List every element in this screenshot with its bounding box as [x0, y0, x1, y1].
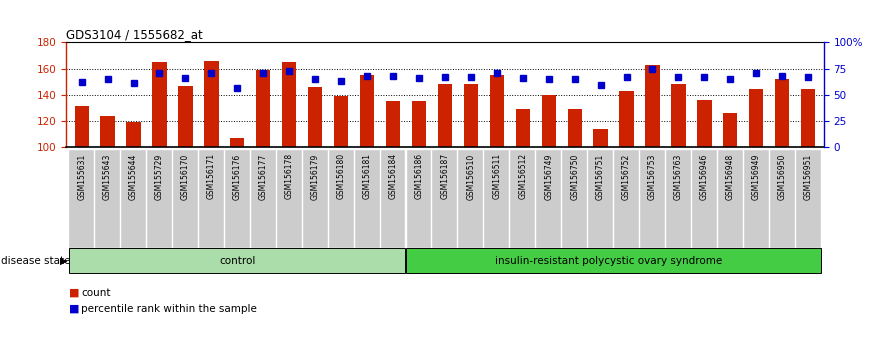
Bar [411, 101, 426, 147]
Bar [360, 75, 374, 147]
Bar [562, 150, 587, 248]
Text: GSM156171: GSM156171 [207, 153, 216, 200]
Text: GSM156749: GSM156749 [544, 153, 553, 200]
Bar [282, 62, 296, 147]
Text: GSM156186: GSM156186 [414, 153, 424, 200]
Bar [775, 79, 789, 147]
Bar [406, 248, 821, 273]
Bar [515, 109, 529, 147]
Bar [718, 150, 743, 248]
Bar [619, 91, 633, 147]
Bar [381, 150, 405, 248]
Bar [438, 84, 452, 147]
Text: control: control [218, 256, 255, 266]
Bar [277, 150, 301, 248]
Bar [329, 150, 353, 248]
Text: GSM155643: GSM155643 [103, 153, 112, 200]
Text: GSM156753: GSM156753 [648, 153, 657, 200]
Text: GDS3104 / 1555682_at: GDS3104 / 1555682_at [66, 28, 203, 41]
Bar [147, 150, 172, 248]
Text: GSM156948: GSM156948 [726, 153, 735, 200]
Text: ■: ■ [69, 288, 79, 298]
Text: GSM155729: GSM155729 [155, 153, 164, 200]
Bar [126, 122, 141, 147]
Bar [152, 62, 167, 147]
Text: disease state: disease state [1, 256, 70, 266]
Bar [173, 150, 198, 248]
Text: GSM156763: GSM156763 [674, 153, 683, 200]
Text: ▶: ▶ [60, 256, 68, 266]
Text: GSM156950: GSM156950 [778, 153, 787, 200]
Bar [510, 150, 535, 248]
Bar [542, 95, 556, 147]
Bar [251, 150, 276, 248]
Bar [95, 150, 120, 248]
Bar [355, 150, 380, 248]
Bar [614, 150, 639, 248]
Bar [796, 150, 820, 248]
Text: GSM156177: GSM156177 [259, 153, 268, 200]
Text: GSM156187: GSM156187 [440, 153, 449, 200]
Bar [692, 150, 717, 248]
Bar [801, 90, 815, 147]
Text: GSM156946: GSM156946 [700, 153, 709, 200]
Bar [749, 90, 764, 147]
Text: percentile rank within the sample: percentile rank within the sample [81, 304, 257, 314]
Bar [537, 150, 561, 248]
Text: GSM156184: GSM156184 [389, 153, 397, 200]
Text: GSM156751: GSM156751 [596, 153, 605, 200]
Bar [75, 107, 89, 147]
Text: GSM156750: GSM156750 [570, 153, 579, 200]
Bar [589, 150, 613, 248]
Bar [744, 150, 769, 248]
Bar [100, 115, 115, 147]
Bar [463, 84, 478, 147]
Bar [666, 150, 691, 248]
Bar [386, 101, 400, 147]
Text: insulin-resistant polycystic ovary syndrome: insulin-resistant polycystic ovary syndr… [495, 256, 722, 266]
Bar [485, 150, 509, 248]
Text: GSM156181: GSM156181 [363, 153, 372, 199]
Bar [230, 138, 244, 147]
Bar [646, 65, 660, 147]
Text: GSM156178: GSM156178 [285, 153, 293, 200]
Text: ■: ■ [69, 304, 79, 314]
Bar [334, 96, 348, 147]
Bar [433, 150, 457, 248]
Bar [723, 113, 737, 147]
Text: GSM156176: GSM156176 [233, 153, 241, 200]
Bar [640, 150, 665, 248]
Bar [770, 150, 795, 248]
Text: GSM156951: GSM156951 [803, 153, 812, 200]
Text: GSM155644: GSM155644 [129, 153, 138, 200]
Text: GSM156752: GSM156752 [622, 153, 631, 200]
Bar [594, 129, 608, 147]
Bar [121, 150, 146, 248]
Bar [303, 150, 328, 248]
Text: GSM156510: GSM156510 [466, 153, 476, 200]
Text: count: count [81, 288, 110, 298]
Bar [308, 87, 322, 147]
Bar [490, 75, 504, 147]
Text: GSM156180: GSM156180 [337, 153, 345, 200]
Bar [406, 150, 432, 248]
Bar [671, 84, 685, 147]
Bar [178, 86, 193, 147]
Bar [225, 150, 250, 248]
Bar [199, 150, 224, 248]
Text: GSM155631: GSM155631 [78, 153, 86, 200]
Bar [204, 61, 218, 147]
Bar [69, 248, 405, 273]
Bar [567, 109, 581, 147]
Text: GSM156179: GSM156179 [311, 153, 320, 200]
Text: GSM156511: GSM156511 [492, 153, 501, 200]
Text: GSM156512: GSM156512 [518, 153, 527, 200]
Bar [458, 150, 484, 248]
Text: GSM156170: GSM156170 [181, 153, 190, 200]
Bar [70, 150, 94, 248]
Bar [256, 70, 270, 147]
Bar [697, 100, 712, 147]
Text: GSM156949: GSM156949 [751, 153, 761, 200]
